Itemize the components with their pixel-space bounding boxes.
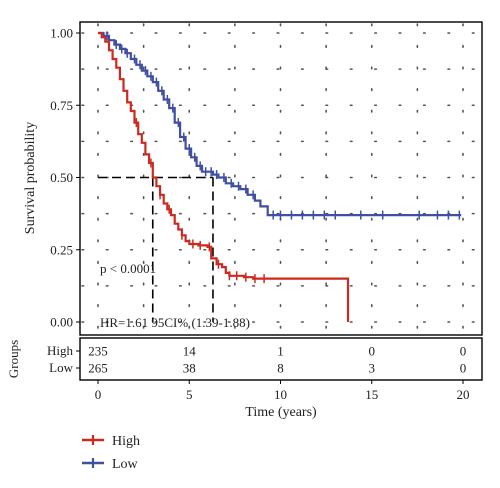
legend-item-low: Low [82,457,139,472]
legend-label: Low [112,457,139,472]
risk-count: 0 [460,361,467,376]
y-tick-label: 0.75 [50,98,73,113]
risk-count: 0 [460,344,467,359]
p-value-label: p < 0.0001 [100,261,156,276]
risk-count: 1 [277,344,284,359]
legend-label: High [112,434,140,449]
x-tick-label: 15 [365,387,378,402]
risk-count: 8 [277,361,284,376]
risk-row-label: Low [49,360,73,375]
risk-table-title: Groups [6,340,21,378]
x-tick-label: 20 [457,387,470,402]
risk-count: 38 [183,361,196,376]
y-tick-label: 0.00 [50,315,73,330]
survival-curve-low [98,31,462,217]
y-tick-label: 0.50 [50,170,73,185]
legend-item-high: High [82,434,140,449]
y-tick-label: 1.00 [50,26,73,41]
y-axis: 0.00 0.25 0.50 0.75 1.00 [50,26,80,330]
risk-count: 265 [88,361,108,376]
x-tick-label: 5 [186,387,193,402]
risk-count: 235 [88,344,108,359]
y-axis-label: Survival probability [23,122,38,234]
risk-count: 3 [369,361,376,376]
legend: High Low [82,434,140,472]
risk-table: High 235 14 1 0 0 Low 265 38 8 3 0 [47,343,466,376]
risk-count: 0 [369,344,376,359]
hr-label: HR=1.61 95CI% (1.39-1.88) [100,315,250,330]
y-tick-label: 0.25 [50,242,73,257]
x-tick-label: 10 [274,387,287,402]
survival-curves [98,31,462,322]
x-axis: 0 5 10 15 20 [95,380,470,402]
plot-frame [79,21,483,336]
risk-row-label: High [47,343,74,358]
x-axis-label: Time (years) [245,405,317,420]
x-tick-label: 0 [95,387,102,402]
risk-count: 14 [183,344,197,359]
